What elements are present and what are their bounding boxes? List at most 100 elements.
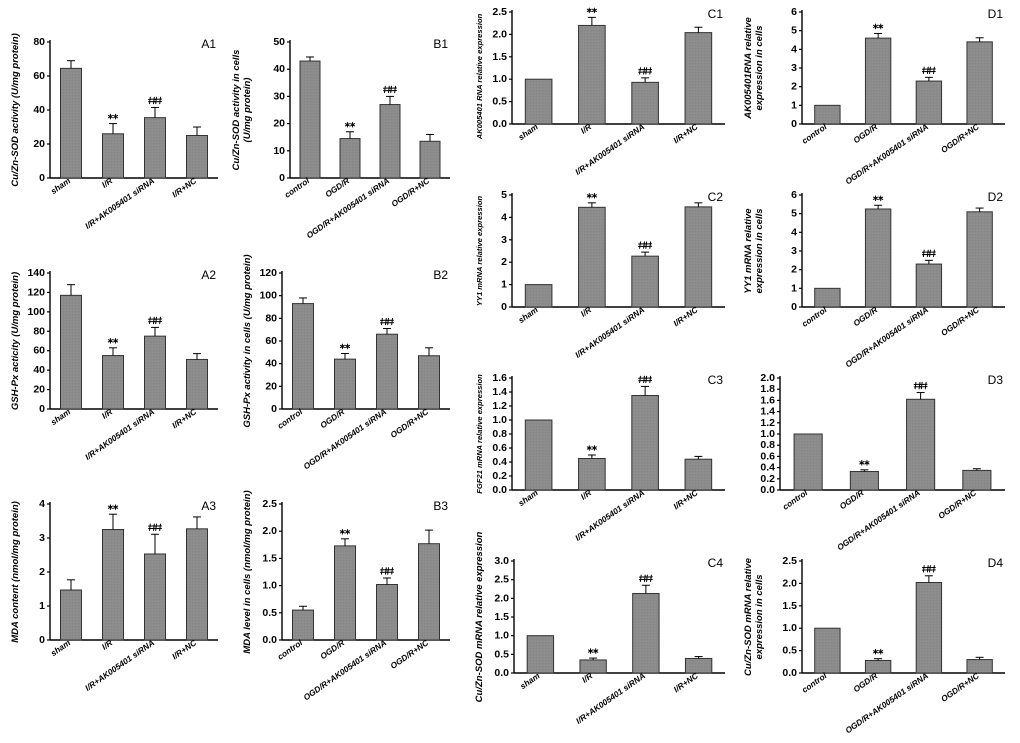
svg-text:20: 20	[273, 118, 285, 130]
svg-text:OGD/R+NC: OGD/R+NC	[936, 487, 979, 521]
svg-text:I/R+AK005401 siRNA: I/R+AK005401 siRNA	[83, 175, 156, 230]
svg-text:1.0: 1.0	[492, 414, 507, 426]
svg-text:3: 3	[791, 62, 797, 74]
svg-text:2.5: 2.5	[494, 574, 509, 586]
svg-text:0.5: 0.5	[782, 645, 797, 657]
svg-text:control: control	[282, 175, 311, 200]
svg-text:C1: C1	[708, 7, 724, 21]
svg-text:2: 2	[501, 256, 507, 268]
svg-text:1.0: 1.0	[494, 630, 509, 642]
svg-text:control: control	[800, 121, 829, 146]
svg-text:80: 80	[33, 36, 45, 48]
svg-text:D2: D2	[988, 190, 1004, 204]
svg-text:20: 20	[33, 138, 45, 150]
svg-text:D3: D3	[988, 373, 1004, 387]
svg-text:0.8: 0.8	[760, 439, 775, 451]
svg-text:1.5: 1.5	[262, 552, 277, 564]
svg-text:expression in cells: expression in cells	[754, 25, 765, 110]
svg-text:30: 30	[273, 90, 285, 102]
svg-text:B2: B2	[433, 268, 448, 282]
svg-text:1.5: 1.5	[492, 51, 507, 63]
svg-text:1.0: 1.0	[760, 428, 775, 440]
svg-text:0: 0	[279, 172, 285, 184]
svg-text:0.6: 0.6	[492, 442, 507, 454]
svg-text:0: 0	[791, 301, 797, 313]
svg-text:0.2: 0.2	[760, 473, 775, 485]
svg-text:OGD/R+NC: OGD/R+NC	[939, 670, 982, 704]
svg-text:0: 0	[501, 301, 507, 313]
svg-text:0.5: 0.5	[494, 648, 509, 660]
svg-text:A1: A1	[201, 37, 216, 51]
svg-text:MDA level in cells (nmol/mg pr: MDA level in cells (nmol/mg protein)	[242, 490, 253, 653]
svg-text:0.5: 0.5	[492, 96, 507, 108]
svg-text:OGD/R: OGD/R	[851, 670, 879, 694]
svg-text:OGD/R: OGD/R	[838, 487, 866, 511]
svg-text:5: 5	[501, 189, 507, 201]
svg-text:60: 60	[33, 345, 45, 357]
svg-text:100: 100	[27, 306, 45, 318]
svg-text:3.0: 3.0	[494, 555, 509, 567]
svg-text:1.2: 1.2	[492, 400, 507, 412]
svg-text:4: 4	[791, 226, 797, 238]
svg-text:20: 20	[33, 384, 45, 396]
svg-text:2.0: 2.0	[262, 525, 277, 537]
svg-text:OGD/R: OGD/R	[318, 637, 346, 661]
svg-text:OGD/R+NC: OGD/R+NC	[388, 637, 431, 671]
svg-text:4: 4	[501, 211, 507, 223]
svg-text:AK005401 RNA relative expressi: AK005401 RNA relative expression	[475, 13, 484, 140]
svg-text:1.8: 1.8	[760, 383, 775, 395]
svg-text:control: control	[780, 487, 809, 512]
svg-text:80: 80	[265, 312, 277, 324]
svg-text:OGD/R: OGD/R	[851, 304, 879, 328]
svg-text:0.2: 0.2	[492, 470, 507, 482]
svg-text:Cu/Zn-SOD activity in cells: Cu/Zn-SOD activity in cells	[231, 50, 242, 171]
svg-text:OGD/R+NC: OGD/R+NC	[388, 406, 431, 440]
svg-text:FGF21 mRNA relative expression: FGF21 mRNA relative expression	[475, 374, 484, 494]
svg-text:Cu/Zn-SOD mRNA relative expres: Cu/Zn-SOD mRNA relative expression	[474, 531, 485, 702]
svg-text:Cu/Zn-SOD mRNA relative: Cu/Zn-SOD mRNA relative	[743, 557, 754, 676]
svg-text:D1: D1	[988, 7, 1004, 21]
svg-text:5: 5	[791, 208, 797, 220]
svg-text:0.0: 0.0	[760, 484, 775, 496]
svg-text:50: 50	[273, 36, 285, 48]
svg-text:60: 60	[265, 335, 277, 347]
svg-text:2.0: 2.0	[494, 592, 509, 604]
svg-text:2: 2	[791, 81, 797, 93]
svg-text:OGD/R+AK005401 siRNA: OGD/R+AK005401 siRNA	[843, 670, 930, 735]
svg-text:D4: D4	[988, 556, 1004, 570]
svg-text:B1: B1	[433, 37, 448, 51]
svg-text:GSH-Px acticity (U/mg protein): GSH-Px acticity (U/mg protein)	[10, 272, 21, 410]
svg-text:2: 2	[39, 566, 45, 578]
svg-text:OGD/R+AK005401 siRNA: OGD/R+AK005401 siRNA	[843, 304, 930, 369]
svg-text:40: 40	[265, 358, 277, 370]
svg-text:OGD/R+NC: OGD/R+NC	[939, 304, 982, 338]
svg-text:GSH-Px activity in cells (U/mg: GSH-Px activity in cells (U/mg protein)	[242, 254, 253, 427]
svg-text:0.4: 0.4	[492, 456, 507, 468]
svg-text:0.5: 0.5	[262, 607, 277, 619]
svg-text:OGD/R+AK005401 siRNA: OGD/R+AK005401 siRNA	[843, 121, 930, 186]
svg-text:3: 3	[791, 245, 797, 257]
svg-text:1.0: 1.0	[782, 622, 797, 634]
svg-text:0: 0	[39, 172, 45, 184]
svg-text:0.0: 0.0	[492, 118, 507, 130]
svg-text:1.5: 1.5	[782, 600, 797, 612]
svg-text:OGD/R+NC: OGD/R+NC	[939, 121, 982, 155]
svg-text:(U/mg protein): (U/mg protein)	[242, 78, 253, 143]
svg-text:2.0: 2.0	[782, 577, 797, 589]
svg-text:control: control	[275, 406, 304, 431]
svg-text:80: 80	[33, 325, 45, 337]
svg-text:120: 120	[259, 267, 277, 279]
svg-text:0.0: 0.0	[492, 484, 507, 496]
svg-text:0: 0	[39, 634, 45, 646]
svg-text:0.6: 0.6	[760, 450, 775, 462]
svg-text:YY1 mRNA relative expression: YY1 mRNA relative expression	[475, 195, 484, 306]
svg-text:OGD/R+NC: OGD/R+NC	[389, 175, 432, 209]
svg-text:4: 4	[791, 43, 797, 55]
svg-text:C3: C3	[708, 373, 724, 387]
svg-text:C4: C4	[708, 556, 724, 570]
svg-text:1.4: 1.4	[760, 406, 775, 418]
svg-text:OGD/R: OGD/R	[851, 121, 879, 145]
svg-text:I/R+AK005401 siRNA: I/R+AK005401 siRNA	[83, 406, 156, 461]
svg-text:I/R+AK005401 siRNA: I/R+AK005401 siRNA	[83, 637, 156, 692]
svg-text:1.2: 1.2	[760, 417, 775, 429]
